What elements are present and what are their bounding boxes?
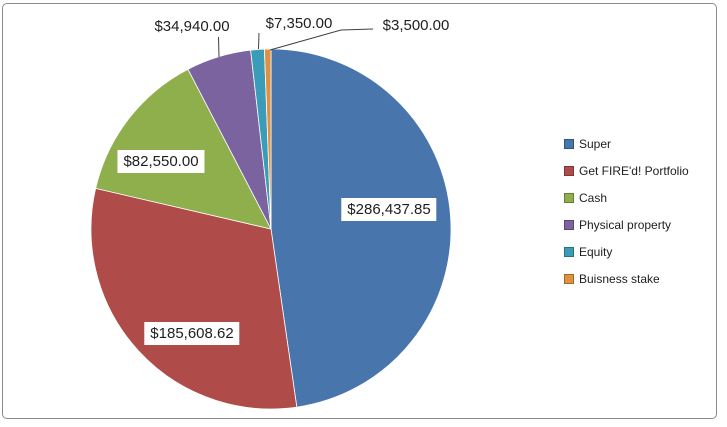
legend-swatch-get-fire-d-portfolio — [564, 166, 574, 176]
legend-item-super[interactable]: Super — [564, 137, 689, 151]
legend-item-get-fire-d-portfolio[interactable]: Get FIRE'd! Portfolio — [564, 164, 689, 178]
pie-slice-cash[interactable] — [95, 68, 272, 230]
pie-slices — [90, 48, 452, 410]
leader-line-physical-property — [218, 36, 220, 58]
legend-item-equity[interactable]: Equity — [564, 245, 689, 259]
legend-label-cash: Cash — [579, 191, 608, 205]
data-label-buisness-stake[interactable]: $3,500.00 — [382, 17, 450, 34]
leader-line-buisness-stake — [269, 28, 374, 51]
pie-slice-get-fire-d-portfolio[interactable] — [90, 187, 298, 410]
pie-slice-buisness-stake[interactable] — [263, 48, 272, 230]
legend-swatch-buisness-stake — [564, 274, 574, 284]
legend-item-buisness-stake[interactable]: Buisness stake — [564, 272, 689, 286]
legend-label-buisness-stake: Buisness stake — [579, 272, 660, 286]
legend-label-get-fire-d-portfolio: Get FIRE'd! Portfolio — [579, 164, 689, 178]
legend-label-physical-property: Physical property — [579, 218, 672, 232]
legend-item-physical-property[interactable]: Physical property — [564, 218, 689, 232]
legend-swatch-super — [564, 139, 574, 149]
legend-label-super: Super — [579, 137, 612, 151]
legend-swatch-cash — [564, 193, 574, 203]
legend-label-equity: Equity — [579, 245, 613, 259]
data-label-super[interactable]: $286,437.85 — [341, 198, 437, 221]
leader-line-equity — [258, 32, 260, 50]
legend-swatch-equity — [564, 247, 574, 257]
data-label-cash[interactable]: $82,550.00 — [117, 150, 205, 173]
data-label-get-fired-portfolio[interactable]: $185,608.62 — [144, 322, 240, 345]
chart-legend: Super Get FIRE'd! Portfolio Cash Physical p… — [564, 137, 689, 299]
pie-slice-super[interactable] — [270, 48, 452, 408]
data-label-equity[interactable]: $7,350.00 — [265, 15, 333, 32]
legend-item-cash[interactable]: Cash — [564, 191, 689, 205]
legend-swatch-physical-property — [564, 220, 574, 230]
data-label-physical-property[interactable]: $34,940.00 — [154, 18, 230, 35]
